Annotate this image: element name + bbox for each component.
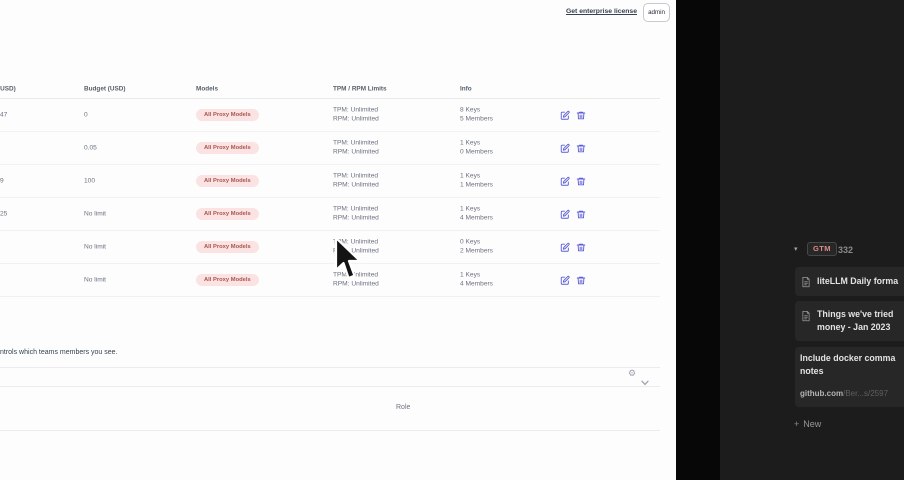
- header-spend: (USD): [0, 85, 16, 93]
- header-limits: TPM / RPM Limits: [333, 85, 387, 93]
- enterprise-license-link[interactable]: Get enterprise license: [565, 8, 637, 15]
- admin-dashboard: Get enterprise license admin (USD) Budge…: [0, 0, 676, 480]
- limits-cell: TPM: Unlimited RPM: Unlimited: [333, 205, 379, 222]
- limits-cell: TPM: Unlimited RPM: Unlimited: [333, 106, 379, 123]
- header-models: Models: [196, 85, 219, 93]
- note-card-title: liteLLM Daily forma: [817, 276, 899, 286]
- models-badge: All Proxy Models: [196, 241, 259, 253]
- limits-cell: TPM: Unlimited RPM: Unlimited: [333, 139, 379, 156]
- header-info: Info: [460, 85, 472, 93]
- models-badge: All Proxy Models: [196, 109, 259, 121]
- window-gap: [676, 0, 720, 480]
- budget-cell: No limit: [84, 276, 106, 284]
- table-row: No limit All Proxy Models TPM: Unlimited…: [0, 231, 660, 264]
- spend-cell: 9: [0, 177, 4, 185]
- note-card[interactable]: liteLLM Daily forma: [795, 267, 904, 296]
- limits-cell: TPM: Unlimited RPM: Unlimited: [333, 271, 379, 288]
- table-row: 25 No limit All Proxy Models TPM: Unlimi…: [0, 198, 660, 231]
- info-cell: 1 Keys 4 Members: [460, 271, 493, 288]
- chevron-down-icon[interactable]: [641, 373, 649, 391]
- info-cell: 0 Keys 2 Members: [460, 238, 493, 255]
- delete-team-icon[interactable]: [575, 209, 586, 220]
- info-cell: 1 Keys 4 Members: [460, 205, 493, 222]
- spend-cell: 25: [0, 210, 8, 218]
- edit-team-icon[interactable]: [559, 143, 570, 154]
- note-card[interactable]: Things we've tried money - Jan 2023: [795, 301, 904, 341]
- delete-team-icon[interactable]: [575, 275, 586, 286]
- divider: [0, 430, 660, 431]
- info-cell: 8 Keys 5 Members: [460, 106, 493, 123]
- table-row: 9 100 All Proxy Models TPM: Unlimited RPM…: [0, 165, 660, 198]
- delete-team-icon[interactable]: [575, 110, 586, 121]
- teams-table: (USD) Budget (USD) Models TPM / RPM Limi…: [0, 80, 660, 297]
- models-badge: All Proxy Models: [196, 142, 259, 154]
- table-row: 0.05 All Proxy Models TPM: Unlimited RPM:…: [0, 132, 660, 165]
- models-badge: All Proxy Models: [196, 175, 259, 187]
- edit-team-icon[interactable]: [559, 275, 570, 286]
- edit-team-icon[interactable]: [559, 110, 570, 121]
- divider: [0, 386, 660, 387]
- budget-cell: 0.05: [84, 144, 97, 152]
- budget-cell: No limit: [84, 210, 106, 218]
- info-cell: 1 Keys 1 Members: [460, 172, 493, 189]
- group-toggle-icon[interactable]: ▾: [794, 246, 798, 253]
- delete-team-icon[interactable]: [575, 143, 586, 154]
- divider: [0, 367, 660, 368]
- budget-cell: 100: [84, 177, 96, 185]
- note-card-title: Include docker comma notes: [800, 353, 896, 376]
- budget-cell: 0: [84, 111, 88, 119]
- new-note-button[interactable]: + New: [794, 419, 822, 429]
- edit-team-icon[interactable]: [559, 242, 570, 253]
- document-icon: [801, 309, 811, 327]
- edit-team-icon[interactable]: [559, 176, 570, 187]
- table-row: No limit All Proxy Models TPM: Unlimited…: [0, 264, 660, 297]
- edit-team-icon[interactable]: [559, 209, 570, 220]
- info-cell: 1 Keys 0 Members: [460, 139, 493, 156]
- header-budget: Budget (USD): [84, 85, 126, 93]
- delete-team-icon[interactable]: [575, 242, 586, 253]
- role-column-header: Role: [396, 404, 411, 411]
- models-badge: All Proxy Models: [196, 274, 259, 286]
- limits-cell: TPM: Unlimited RPM: Unlimited: [333, 172, 379, 189]
- gtm-group-tag[interactable]: GTM: [807, 242, 837, 256]
- models-badge: All Proxy Models: [196, 208, 259, 220]
- table-header-row: (USD) Budget (USD) Models TPM / RPM Limi…: [0, 80, 660, 99]
- delete-team-icon[interactable]: [575, 176, 586, 187]
- document-icon: [801, 275, 811, 293]
- admin-user-button[interactable]: admin: [643, 3, 670, 22]
- notes-side-panel: ▾ GTM 332 liteLLM Daily forma Things we'…: [720, 0, 904, 480]
- plus-icon: +: [794, 419, 800, 429]
- table-row: 47 0 All Proxy Models TPM: Unlimited RPM:…: [0, 99, 660, 132]
- budget-cell: No limit: [84, 243, 106, 251]
- gear-icon[interactable]: ⚙: [628, 368, 637, 378]
- limits-cell: TPM: Unlimited RPM: Unlimited: [333, 238, 379, 255]
- note-card-title: Things we've tried money - Jan 2023: [817, 309, 894, 332]
- note-card[interactable]: Include docker comma notes github.com/Ber…: [795, 347, 904, 407]
- group-count: 332: [838, 245, 854, 255]
- spend-cell: 47: [0, 111, 8, 119]
- github-link[interactable]: github.com/Ber...s/2597: [800, 389, 889, 398]
- members-note-text: ntrols which teams members you see.: [0, 349, 118, 356]
